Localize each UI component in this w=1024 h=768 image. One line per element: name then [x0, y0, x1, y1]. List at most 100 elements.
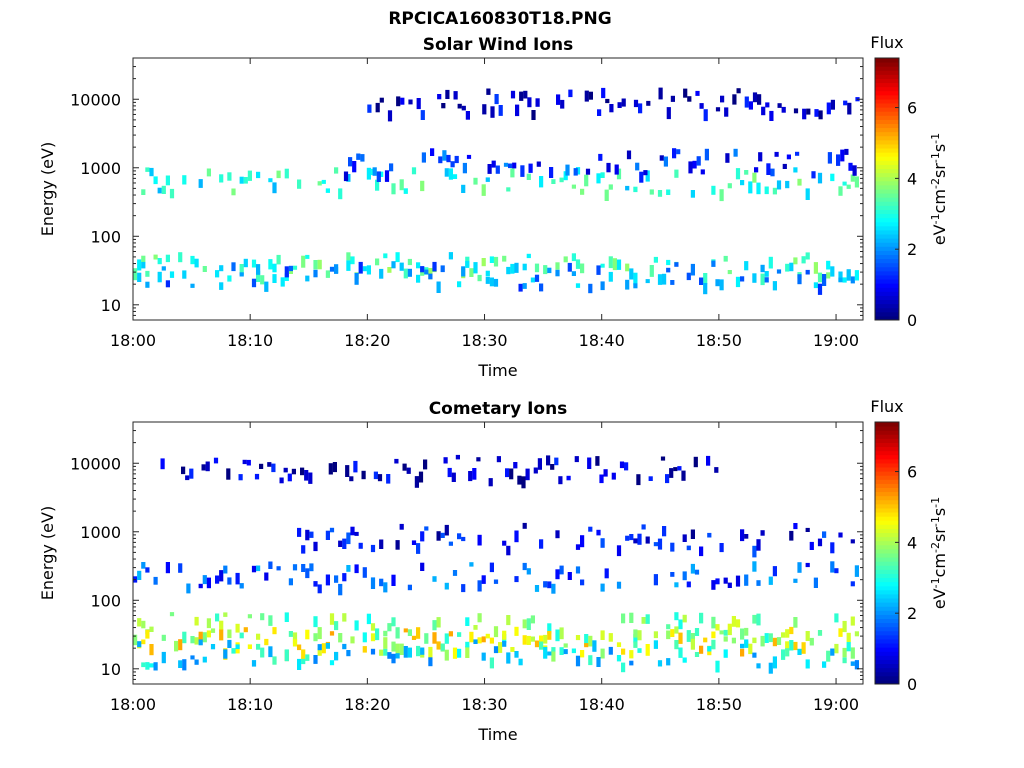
heatmap-cell: [748, 101, 753, 110]
heatmap-cell: [297, 658, 302, 670]
heatmap-cell: [575, 635, 581, 641]
heatmap-cell: [596, 529, 601, 536]
colorbar-segment: [875, 266, 899, 272]
heatmap-cell: [457, 281, 462, 288]
heatmap-cell: [210, 644, 216, 650]
heatmap-cell: [617, 102, 622, 108]
heatmap-cell: [297, 179, 302, 189]
heatmap-cell: [133, 268, 138, 281]
colorbar-segment: [875, 258, 899, 264]
heatmap-cell: [619, 461, 625, 469]
heatmap-cell: [321, 643, 326, 654]
heatmap-cell: [635, 162, 640, 171]
heatmap-cell: [444, 524, 449, 536]
heatmap-cell: [301, 545, 306, 554]
heatmap-cell: [428, 646, 433, 659]
colorbar-segment: [875, 299, 899, 305]
heatmap-cell: [772, 187, 777, 195]
heatmap-cell: [169, 612, 175, 617]
heatmap-cell: [450, 161, 455, 168]
heatmap-cell: [457, 103, 462, 109]
heatmap-cell: [666, 107, 671, 120]
heatmap-cell: [657, 274, 663, 285]
heatmap-cell: [284, 649, 289, 662]
heatmap-cell: [645, 614, 650, 624]
heatmap-cell: [735, 619, 741, 628]
heatmap-cell: [202, 266, 207, 272]
heatmap-cell: [854, 631, 859, 637]
heatmap-cell: [305, 654, 310, 661]
heatmap-cell: [588, 526, 593, 532]
heatmap-cell: [760, 635, 765, 647]
heatmap-cell: [711, 616, 716, 629]
heatmap-cell: [694, 652, 700, 657]
heatmap-cell: [141, 189, 146, 195]
heatmap-cell: [457, 648, 462, 658]
heatmap-cell: [852, 165, 857, 176]
heatmap-cell: [514, 651, 519, 658]
heatmap-cell: [764, 277, 769, 283]
heatmap-cell: [760, 264, 765, 273]
heatmap-cell: [283, 467, 288, 473]
heatmap-cell: [672, 148, 677, 159]
heatmap-cell: [629, 650, 634, 659]
heatmap-cell: [420, 266, 425, 273]
heatmap-cell: [444, 168, 449, 177]
colorbar-segment: [875, 115, 899, 120]
heatmap-cell: [736, 88, 741, 94]
heatmap-cell: [629, 612, 634, 623]
heatmap-cell: [801, 256, 806, 264]
heatmap-cell: [793, 167, 798, 173]
colorbar-segment: [875, 254, 899, 260]
heatmap-cell: [744, 170, 749, 175]
heatmap-cell: [391, 183, 396, 195]
heatmap-cell: [292, 564, 298, 571]
heatmap-cell: [465, 111, 470, 120]
heatmap-cell: [161, 185, 166, 194]
heatmap-cell: [674, 169, 679, 178]
heatmap-cell: [643, 170, 648, 176]
heatmap-cell: [682, 657, 687, 663]
heatmap-cell: [669, 468, 674, 478]
heatmap-cell: [342, 538, 347, 549]
heatmap-cell: [648, 476, 653, 481]
heatmap-cell: [508, 163, 513, 169]
heatmap-cell: [703, 109, 708, 122]
heatmap-cell: [284, 168, 289, 179]
heatmap-cell: [625, 263, 630, 272]
heatmap-cell: [387, 623, 392, 632]
heatmap-cell: [662, 273, 667, 285]
colorbar-segment: [875, 74, 899, 79]
heatmap-cell: [506, 545, 511, 556]
heatmap-cell: [481, 575, 486, 584]
colorbar-segment: [875, 581, 899, 587]
heatmap-cell: [420, 110, 425, 120]
heatmap-cell: [366, 167, 371, 180]
heatmap-cell: [584, 634, 589, 646]
heatmap-cell: [227, 639, 232, 648]
colorbar-segment: [875, 622, 899, 628]
colorbar-segment: [875, 524, 899, 529]
colorbar-segment: [875, 107, 899, 112]
heatmap-cell: [793, 523, 798, 530]
heatmap-cell: [354, 272, 359, 285]
heatmap-cell: [633, 629, 638, 638]
heatmap-cell: [600, 648, 605, 659]
heatmap-cell: [227, 275, 232, 282]
x-tick-label: 18:40: [579, 695, 625, 714]
heatmap-cell: [391, 653, 396, 664]
heatmap-cell: [772, 281, 777, 291]
heatmap-cell: [292, 265, 298, 270]
heatmap-cell: [768, 256, 773, 269]
heatmap-cell: [473, 177, 478, 185]
heatmap-cell: [575, 655, 581, 667]
colorbar-segment: [875, 532, 899, 538]
heatmap-cell: [416, 543, 421, 554]
heatmap-cell: [534, 585, 540, 592]
heatmap-cell: [506, 615, 511, 626]
colorbar-segment: [875, 512, 899, 517]
heatmap-cell: [768, 662, 773, 674]
heatmap-cell: [342, 643, 347, 650]
heatmap-cell: [814, 109, 819, 117]
heatmap-cell: [727, 183, 732, 189]
